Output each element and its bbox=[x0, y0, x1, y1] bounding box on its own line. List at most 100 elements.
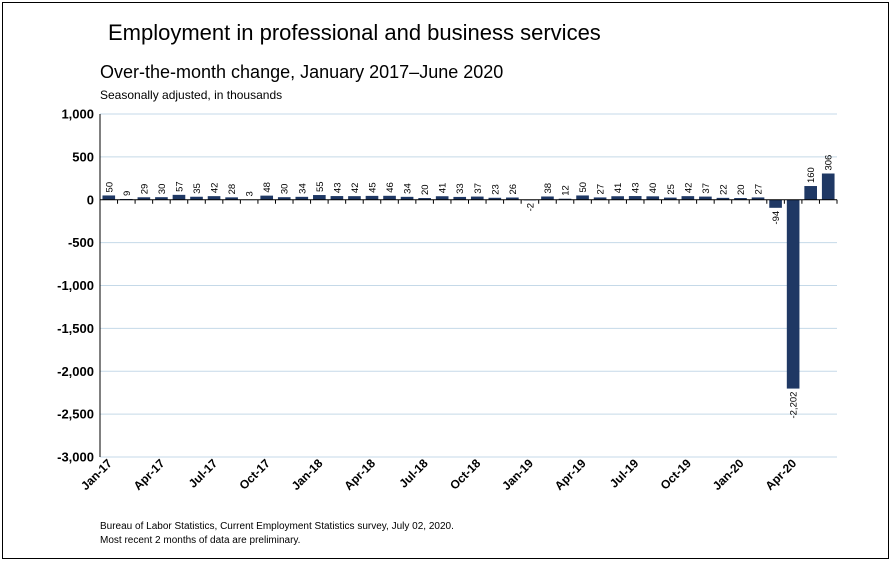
bar bbox=[383, 195, 396, 200]
data-label: 42 bbox=[350, 183, 361, 194]
data-label: 20 bbox=[736, 184, 747, 195]
data-label: 37 bbox=[701, 183, 712, 194]
y-tick-label: -1,000 bbox=[57, 278, 94, 293]
data-label: 50 bbox=[578, 182, 589, 193]
x-tick-label: Jul-19 bbox=[607, 456, 642, 491]
bar bbox=[558, 198, 572, 200]
bar bbox=[804, 186, 817, 200]
bar bbox=[102, 195, 116, 200]
bar bbox=[155, 197, 168, 200]
data-label: 41 bbox=[438, 183, 449, 194]
bar bbox=[172, 194, 186, 200]
bar bbox=[330, 196, 344, 200]
bar bbox=[541, 196, 554, 200]
bar bbox=[734, 198, 747, 200]
bar bbox=[365, 195, 379, 200]
data-label: 27 bbox=[754, 184, 765, 195]
data-label: 27 bbox=[596, 184, 607, 195]
bar bbox=[576, 195, 589, 200]
data-label: 57 bbox=[174, 181, 185, 192]
data-label: 34 bbox=[403, 183, 414, 194]
data-label: 160 bbox=[806, 167, 817, 183]
y-tick-label: -2,500 bbox=[57, 407, 94, 422]
x-tick-label: Apr-19 bbox=[552, 456, 589, 493]
bar bbox=[137, 197, 151, 200]
chart-title: Employment in professional and business … bbox=[108, 20, 601, 45]
data-label: 30 bbox=[157, 184, 168, 195]
data-label: 28 bbox=[227, 184, 238, 195]
bar bbox=[663, 197, 677, 200]
bar bbox=[225, 197, 238, 200]
data-label: 45 bbox=[367, 182, 378, 193]
data-label: -94 bbox=[771, 211, 782, 225]
data-label: 42 bbox=[210, 183, 221, 194]
x-tick-label: Jul-17 bbox=[186, 456, 221, 491]
chart-subtitle: Over-the-month change, January 2017–June… bbox=[100, 62, 504, 82]
preliminary-note: Most recent 2 months of data are prelimi… bbox=[100, 535, 301, 546]
bar bbox=[453, 196, 467, 200]
data-label: 23 bbox=[490, 184, 501, 195]
data-label: 43 bbox=[332, 182, 343, 193]
bar bbox=[699, 196, 712, 200]
data-label: 20 bbox=[420, 184, 431, 195]
bar bbox=[190, 196, 203, 200]
data-label: 306 bbox=[824, 155, 835, 171]
bar bbox=[277, 197, 291, 200]
x-tick-label: Jan-18 bbox=[289, 456, 326, 493]
data-label: -2 bbox=[525, 203, 536, 211]
bar bbox=[313, 195, 326, 200]
data-label: 34 bbox=[297, 183, 308, 194]
bar bbox=[488, 197, 502, 200]
bar bbox=[611, 196, 624, 200]
x-tick-label: Apr-20 bbox=[762, 456, 799, 493]
data-label: 22 bbox=[718, 184, 729, 195]
data-label: 43 bbox=[631, 182, 642, 193]
bar bbox=[295, 196, 309, 200]
x-tick-label: Apr-18 bbox=[341, 456, 378, 493]
data-label: 42 bbox=[683, 183, 694, 194]
y-tick-label: -3,000 bbox=[57, 450, 94, 465]
data-label: 33 bbox=[455, 183, 466, 194]
bar bbox=[593, 197, 607, 200]
y-tick-label: -500 bbox=[68, 235, 94, 250]
bar bbox=[786, 199, 800, 389]
units-note: Seasonally adjusted, in thousands bbox=[100, 88, 283, 102]
bar bbox=[506, 197, 519, 200]
x-tick-label: Oct-19 bbox=[658, 456, 695, 493]
y-tick-label: 0 bbox=[87, 192, 94, 207]
bar bbox=[716, 197, 730, 200]
bar bbox=[751, 197, 765, 200]
y-tick-label: 1,000 bbox=[61, 107, 94, 122]
y-tick-label: 500 bbox=[72, 149, 94, 164]
data-label: 9 bbox=[122, 191, 133, 196]
source-text: Bureau of Labor Statistics, Current Empl… bbox=[100, 521, 454, 532]
bar bbox=[418, 198, 431, 200]
data-label: 41 bbox=[613, 183, 624, 194]
data-label: 35 bbox=[192, 183, 203, 194]
x-tick-label: Apr-17 bbox=[131, 456, 168, 493]
data-label: 29 bbox=[139, 184, 150, 195]
x-tick-label: Jan-19 bbox=[499, 456, 536, 493]
data-label: 55 bbox=[315, 181, 326, 192]
data-label: 3 bbox=[245, 191, 256, 196]
bar bbox=[681, 196, 695, 200]
bar bbox=[628, 196, 642, 200]
data-label: 30 bbox=[280, 184, 291, 195]
bar bbox=[646, 196, 660, 200]
source-notes: Bureau of Labor Statistics, Current Empl… bbox=[100, 520, 454, 548]
x-tick-label: Jan-20 bbox=[710, 456, 747, 493]
x-tick-label: Oct-17 bbox=[237, 456, 274, 493]
data-label: 25 bbox=[666, 184, 677, 195]
bar bbox=[821, 173, 835, 200]
bar bbox=[348, 196, 361, 200]
data-label: 40 bbox=[648, 183, 659, 194]
data-label: 37 bbox=[473, 183, 484, 194]
data-label: 12 bbox=[561, 185, 572, 196]
y-tick-label: -2,000 bbox=[57, 364, 94, 379]
bar bbox=[260, 195, 274, 200]
data-label: 38 bbox=[543, 183, 554, 194]
bar bbox=[435, 196, 449, 200]
data-label: 46 bbox=[385, 182, 396, 193]
